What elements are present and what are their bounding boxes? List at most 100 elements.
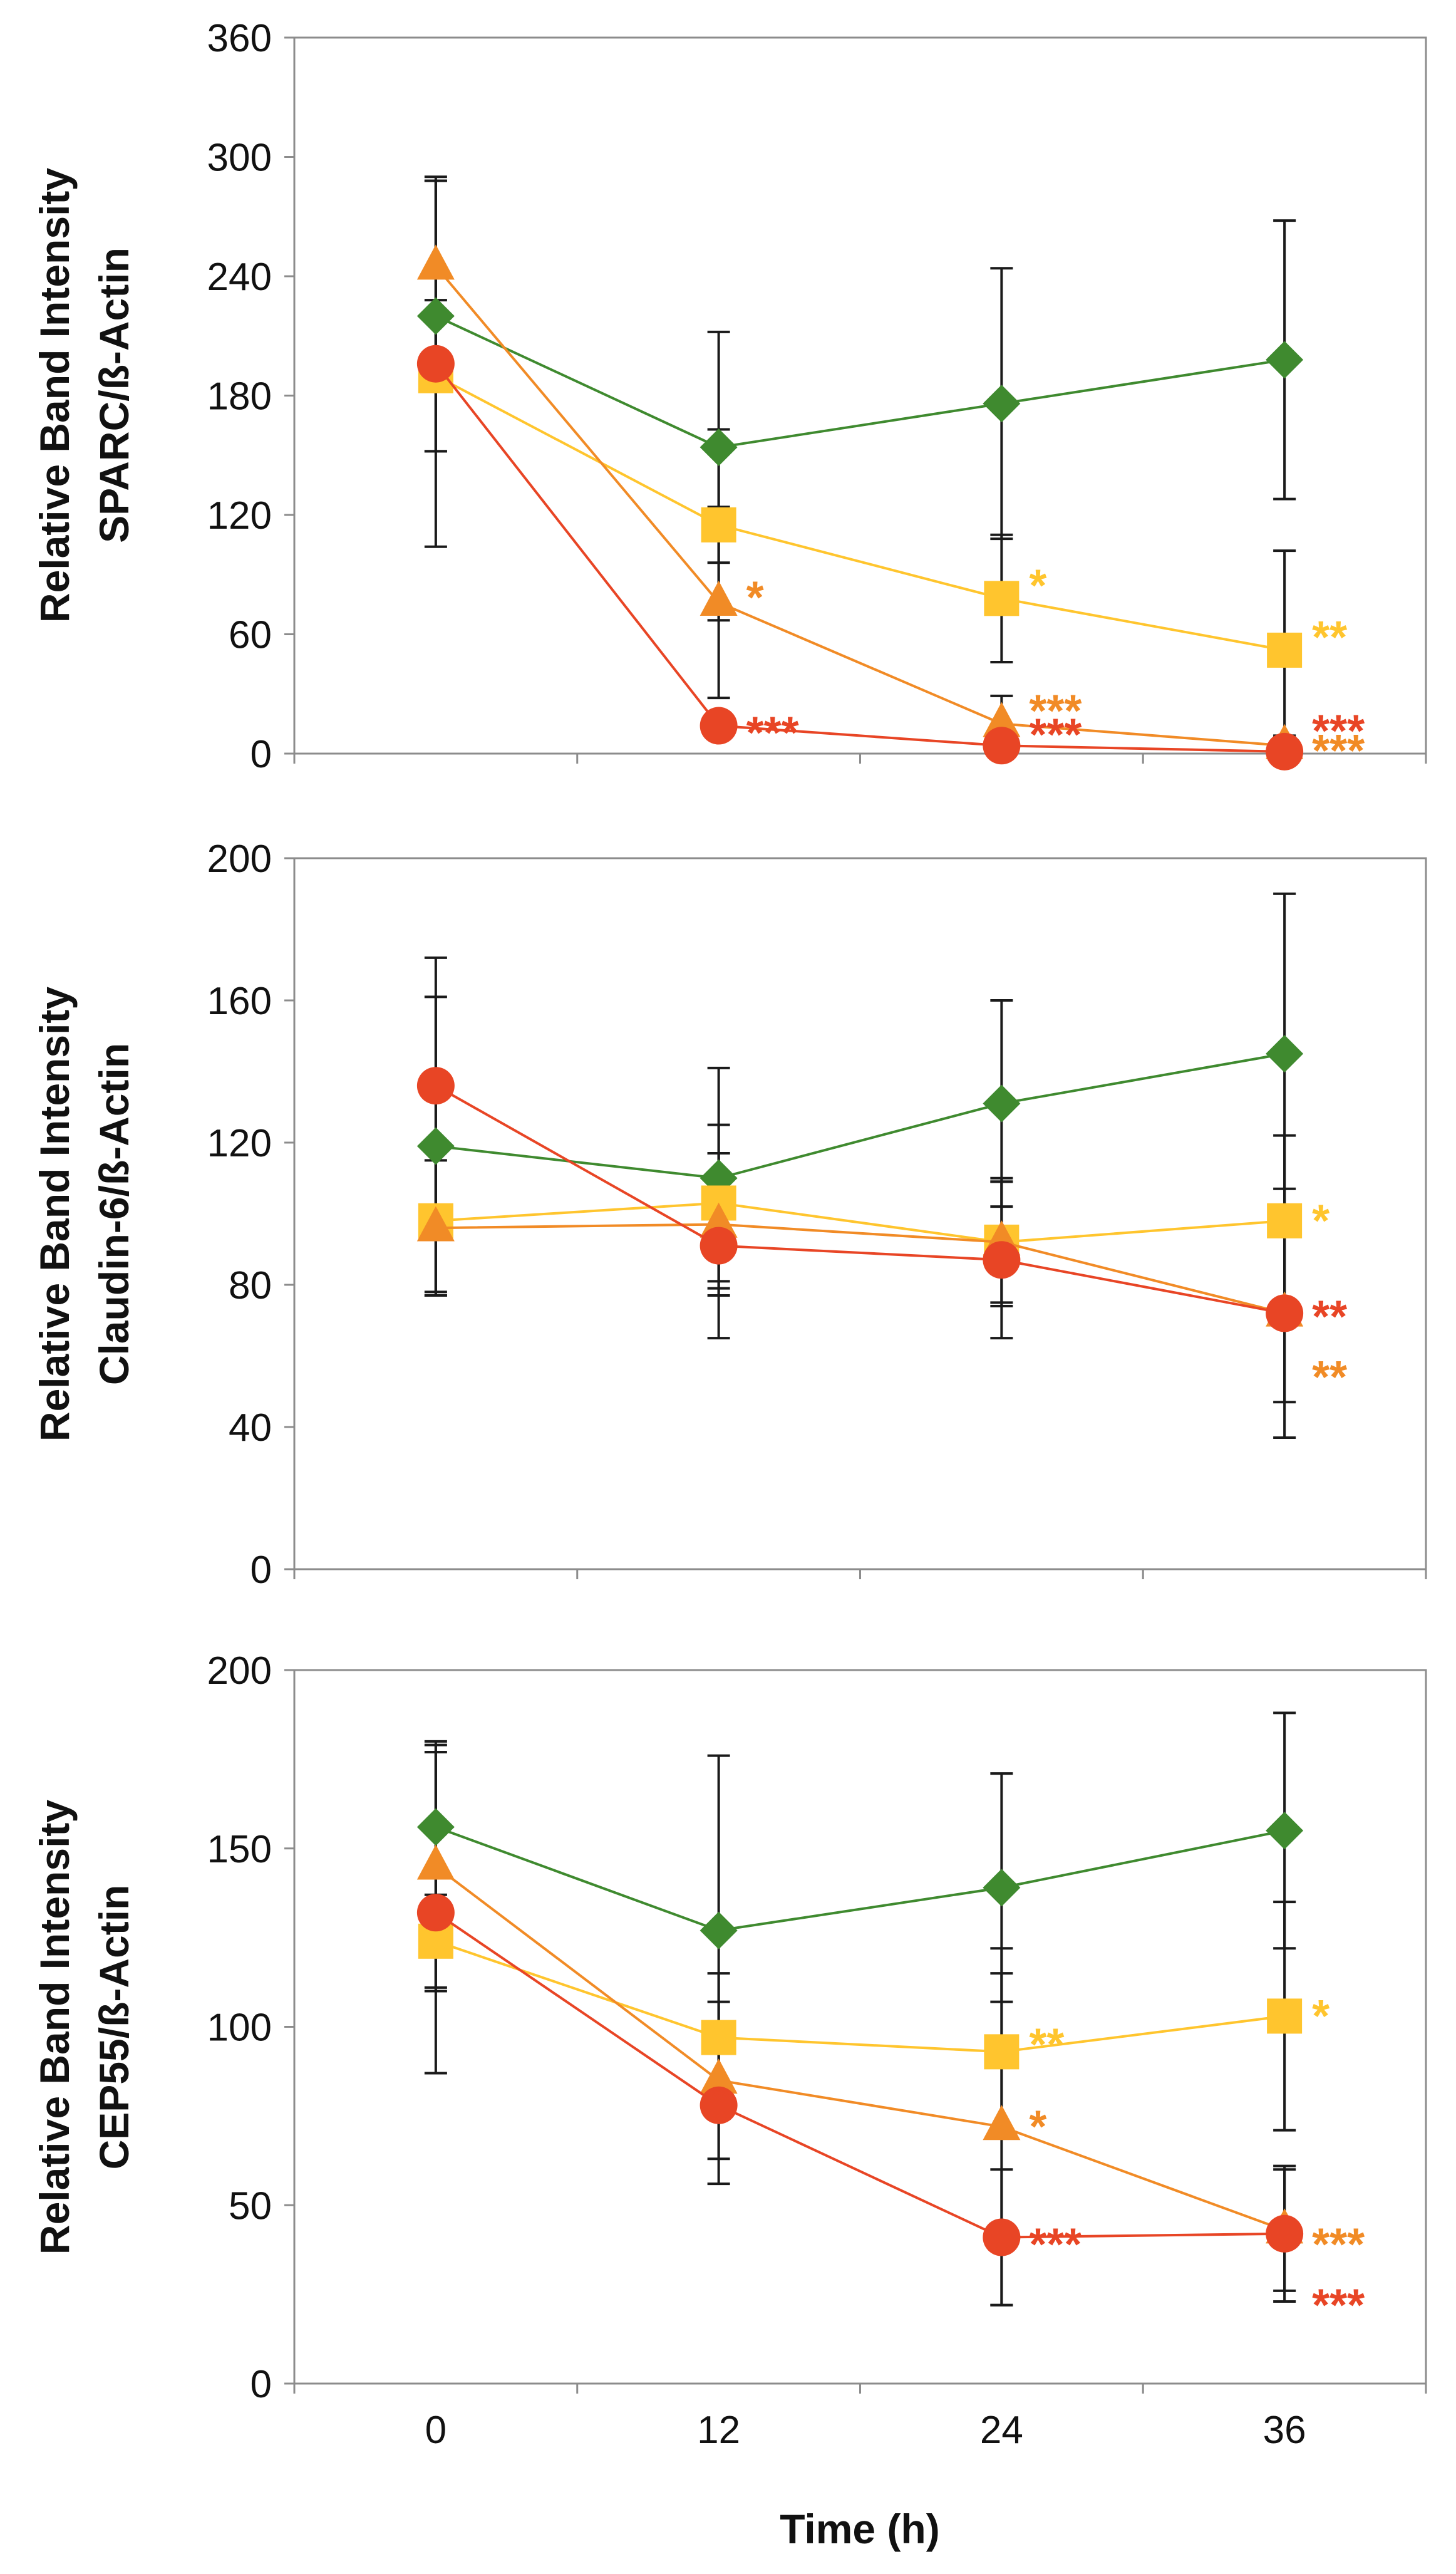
- series-line: [435, 1825, 1285, 1932]
- series-yellow: [418, 1923, 1303, 2070]
- circle-marker: [700, 1227, 738, 1265]
- series-line: [435, 1911, 1285, 2239]
- panel-cep55: Relative Band Intensity CEP55/ß-Actin 0 …: [31, 1649, 1427, 2406]
- panel-claudin6: Relative Band Intensity Claudin-6/ß-Acti…: [31, 838, 1427, 1592]
- series-yellow: [418, 1185, 1303, 1260]
- y-tick-labels: 0 60 120 180 240 300 360: [207, 17, 272, 776]
- diamond-marker: [1266, 341, 1304, 379]
- y-tick-label: 160: [207, 980, 272, 1023]
- significance-annotations: * ** **: [1312, 1196, 1347, 1403]
- square-marker: [984, 581, 1020, 616]
- circle-marker: [700, 707, 738, 745]
- circle-marker: [1266, 732, 1304, 771]
- significance-mark: ***: [1312, 2280, 1365, 2330]
- y-axis-title-line2: SPARC/ß-Actin: [91, 247, 137, 543]
- y-axis: [284, 857, 294, 1570]
- x-tick-label: 0: [425, 2409, 447, 2452]
- series-line: [435, 1939, 1285, 2053]
- square-marker: [1267, 1203, 1303, 1238]
- y-tick-label: 0: [250, 1549, 272, 1592]
- circle-marker: [983, 2218, 1021, 2256]
- x-tick-label: 12: [697, 2409, 740, 2452]
- series-line: [435, 1052, 1285, 1180]
- y-tick-label: 120: [207, 494, 272, 537]
- x-tick-labels: 0 12 24 36: [425, 2409, 1306, 2452]
- significance-annotations: ** * *** * *** ***: [1029, 1991, 1365, 2330]
- series-line: [435, 1223, 1285, 1315]
- significance-mark: ***: [1312, 726, 1365, 776]
- x-tick-label: 24: [980, 2409, 1023, 2452]
- significance-mark: *: [746, 573, 764, 623]
- diamond-marker: [983, 385, 1021, 423]
- error-bars: [424, 892, 1296, 1440]
- y-tick-label: 120: [207, 1122, 272, 1165]
- y-tick-label: 80: [229, 1264, 272, 1307]
- error-bars: [424, 1711, 1296, 2307]
- square-marker: [701, 507, 736, 542]
- significance-mark: *: [1029, 2102, 1046, 2152]
- x-tick-label: 36: [1263, 2409, 1306, 2452]
- diamond-marker: [983, 1869, 1021, 1907]
- significance-mark: **: [1029, 2020, 1064, 2070]
- square-marker: [701, 2020, 736, 2055]
- plot-frame: [293, 857, 1427, 1570]
- series-red: [416, 1067, 1304, 1332]
- triangle-marker: [700, 2058, 738, 2094]
- y-tick-label: 240: [207, 256, 272, 299]
- circle-marker: [416, 1894, 455, 1932]
- series-line: [435, 1084, 1285, 1315]
- series-layer: [416, 1711, 1304, 2307]
- triangle-marker: [700, 580, 738, 616]
- significance-mark: ***: [1029, 687, 1082, 737]
- y-axis-title-line1: Relative Band Intensity: [31, 1800, 78, 2255]
- diamond-marker: [1266, 1035, 1304, 1073]
- significance-mark: *: [1312, 1196, 1330, 1247]
- square-marker: [1267, 1998, 1303, 2034]
- significance-mark: ***: [1312, 2220, 1365, 2270]
- y-tick-labels: 0 40 80 120 160 200: [207, 838, 272, 1592]
- diamond-marker: [416, 1808, 455, 1846]
- y-tick-label: 300: [207, 137, 272, 180]
- plot-frame: [293, 1669, 1427, 2385]
- series-orange: [416, 1202, 1304, 1327]
- y-tick-label: 40: [229, 1406, 272, 1450]
- diamond-marker: [983, 1084, 1021, 1123]
- series-line: [435, 314, 1285, 449]
- error-bars: [424, 175, 1296, 755]
- series-green: [416, 1035, 1304, 1197]
- triangle-marker: [416, 1206, 455, 1242]
- significance-annotations: * *** * *** *** ** *** ***: [746, 561, 1365, 777]
- significance-mark: ***: [1029, 2220, 1082, 2270]
- diamond-marker: [1266, 1812, 1304, 1850]
- diamond-marker: [416, 1127, 455, 1165]
- series-line: [435, 374, 1285, 651]
- series-line: [435, 265, 1285, 747]
- series-line: [435, 1201, 1285, 1243]
- y-axis-title-line2: CEP55/ß-Actin: [91, 1885, 137, 2170]
- y-tick-labels: 0 50 100 150 200: [207, 1649, 272, 2406]
- x-axis: [293, 752, 1427, 764]
- diamond-marker: [700, 428, 738, 467]
- significance-mark: ***: [1312, 706, 1365, 756]
- significance-mark: *: [1312, 1991, 1330, 2042]
- y-axis-title-line2: Claudin-6/ß-Actin: [91, 1043, 137, 1385]
- series-red: [416, 345, 1304, 771]
- circle-marker: [700, 2086, 738, 2124]
- triangle-marker: [700, 1202, 738, 1238]
- y-tick-label: 60: [229, 614, 272, 657]
- significance-mark: **: [1312, 1352, 1347, 1403]
- y-axis-title-line1: Relative Band Intensity: [31, 987, 78, 1441]
- significance-mark: **: [1312, 1292, 1347, 1342]
- y-tick-label: 180: [207, 375, 272, 418]
- significance-mark: **: [1312, 613, 1347, 663]
- y-tick-label: 100: [207, 2006, 272, 2050]
- significance-mark: *: [1029, 561, 1046, 611]
- y-tick-label: 0: [250, 2363, 272, 2406]
- triangle-marker: [416, 244, 455, 280]
- x-axis: [293, 1568, 1427, 1579]
- significance-mark: ***: [1029, 710, 1082, 760]
- y-tick-label: 360: [207, 17, 272, 60]
- y-axis: [284, 1669, 294, 2385]
- series-red: [416, 1894, 1304, 2256]
